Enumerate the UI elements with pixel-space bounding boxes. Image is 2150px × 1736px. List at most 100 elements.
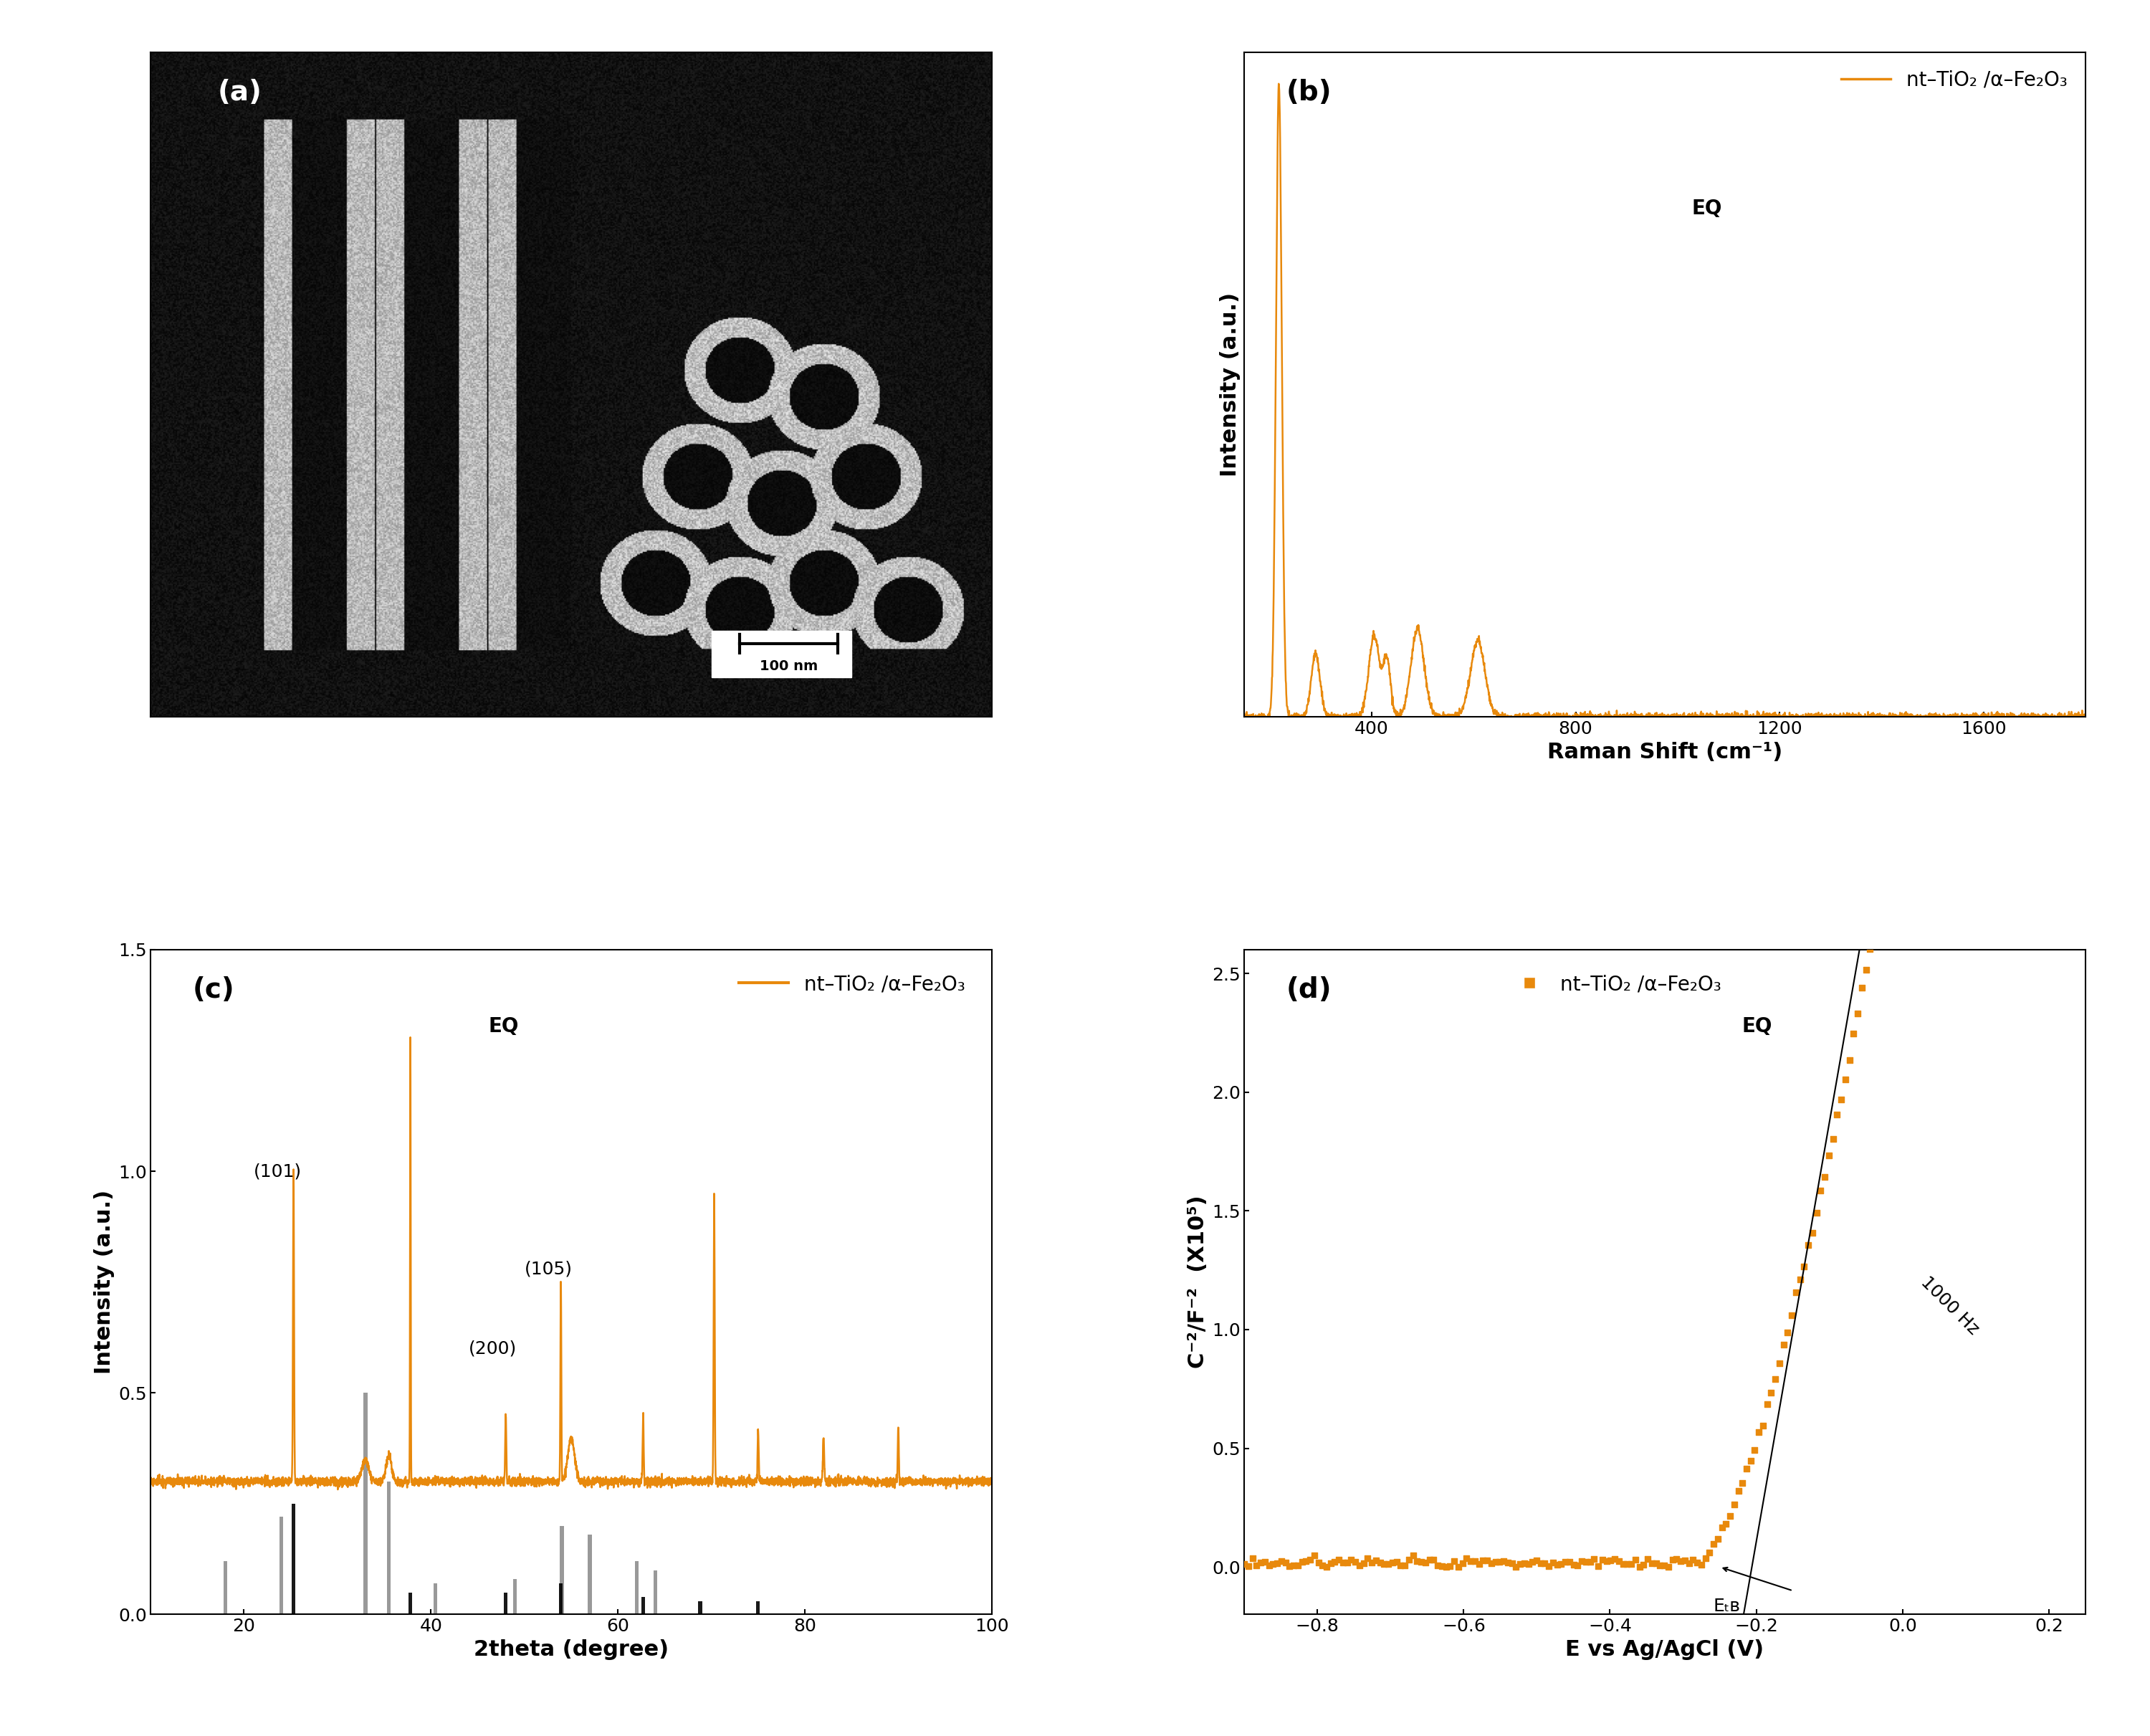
Point <box>1956 311 1991 339</box>
Text: (a): (a) <box>217 78 262 106</box>
Bar <box>559 1583 563 1614</box>
Point <box>1593 1547 1628 1575</box>
Point <box>1309 1554 1344 1581</box>
Point <box>1853 936 1888 963</box>
Point <box>1980 139 2015 167</box>
Point <box>1516 1549 1550 1576</box>
Point <box>1404 1549 1438 1576</box>
X-axis label: Raman Shift (cm⁻¹): Raman Shift (cm⁻¹) <box>1548 741 1782 762</box>
Point <box>1256 1550 1290 1578</box>
Point <box>1236 1545 1271 1573</box>
Point <box>1737 1436 1772 1463</box>
Point <box>1479 1547 1514 1575</box>
Point <box>1494 1550 1529 1578</box>
Legend: nt–TiO₂ /α–Fe₂O₃: nt–TiO₂ /α–Fe₂O₃ <box>1507 967 1729 1002</box>
Point <box>1881 771 1916 799</box>
Y-axis label: C⁻²/F⁻²  (X10⁵): C⁻²/F⁻² (X10⁵) <box>1187 1196 1208 1368</box>
Point <box>1301 1549 1335 1576</box>
Point <box>1557 1550 1591 1578</box>
Point <box>1873 819 1907 847</box>
Point <box>1382 1552 1417 1580</box>
Point <box>1475 1549 1509 1576</box>
Text: (b): (b) <box>1286 78 1331 106</box>
Point <box>1724 1469 1759 1496</box>
Point <box>1664 1547 1698 1575</box>
Point <box>1425 1552 1460 1580</box>
Point <box>1322 1547 1357 1575</box>
Point <box>1961 279 1995 307</box>
Point <box>1331 1549 1365 1576</box>
Point <box>1967 224 2002 252</box>
Text: EQ: EQ <box>488 1016 518 1036</box>
Point <box>1305 1552 1339 1580</box>
Point <box>1288 1547 1322 1575</box>
Point <box>1576 1545 1610 1573</box>
Point <box>1705 1514 1739 1542</box>
Point <box>1511 1550 1546 1578</box>
Point <box>1251 1552 1286 1580</box>
Point <box>1903 656 1937 684</box>
Point <box>1989 78 2023 106</box>
Point <box>1243 1549 1277 1576</box>
Legend: nt–TiO₂ /α–Fe₂O₃: nt–TiO₂ /α–Fe₂O₃ <box>1832 62 2075 97</box>
Point <box>1984 109 2019 137</box>
Text: (200): (200) <box>469 1340 516 1358</box>
Point <box>1722 1477 1757 1505</box>
Point <box>1228 1550 1262 1578</box>
Point <box>1574 1549 1608 1576</box>
Point <box>1692 1538 1726 1566</box>
Bar <box>503 1592 507 1614</box>
Point <box>1673 1549 1707 1576</box>
Point <box>1750 1391 1784 1418</box>
Point <box>1445 1550 1479 1578</box>
Point <box>1526 1550 1561 1578</box>
Point <box>1544 1550 1578 1578</box>
Point <box>1606 1550 1640 1578</box>
Bar <box>699 1601 703 1614</box>
Point <box>1327 1549 1361 1576</box>
Point <box>1769 1319 1804 1347</box>
Point <box>1890 726 1924 753</box>
Point <box>1520 1547 1554 1575</box>
Point <box>1922 523 1956 550</box>
Point <box>1471 1547 1505 1575</box>
Point <box>1238 1552 1273 1580</box>
Point <box>1767 1332 1802 1359</box>
Point <box>1894 700 1929 727</box>
Point <box>1260 1550 1294 1578</box>
Point <box>1660 1545 1694 1573</box>
Point <box>1391 1545 1425 1573</box>
Point <box>1247 1549 1281 1576</box>
Point <box>1898 679 1933 707</box>
Point <box>1849 957 1883 984</box>
Point <box>1787 1253 1821 1281</box>
Point <box>1421 1552 1456 1580</box>
Bar <box>641 1597 645 1614</box>
Point <box>1417 1547 1451 1575</box>
Point <box>1701 1524 1735 1552</box>
Point <box>1466 1547 1501 1575</box>
Point <box>1232 1552 1266 1580</box>
FancyBboxPatch shape <box>712 630 851 677</box>
Point <box>1548 1549 1582 1576</box>
Point <box>1679 1549 1714 1576</box>
Point <box>1432 1552 1466 1580</box>
Point <box>1963 253 1997 281</box>
Point <box>1688 1545 1722 1573</box>
Point <box>1619 1547 1653 1575</box>
Text: EQ: EQ <box>1742 1016 1772 1036</box>
Point <box>1380 1549 1415 1576</box>
Point <box>1948 365 1982 392</box>
Point <box>1926 503 1961 531</box>
Point <box>1696 1531 1731 1559</box>
Point <box>1836 1019 1870 1047</box>
Text: EQ: EQ <box>1692 198 1722 219</box>
Point <box>1774 1302 1808 1330</box>
Point <box>1503 1550 1537 1578</box>
Bar <box>280 1517 284 1614</box>
Y-axis label: Intensity (a.u.): Intensity (a.u.) <box>1219 292 1241 477</box>
Point <box>1911 597 1946 625</box>
Legend: nt–TiO₂ /α–Fe₂O₃: nt–TiO₂ /α–Fe₂O₃ <box>731 967 974 1002</box>
Point <box>1524 1549 1559 1576</box>
Point <box>1840 1000 1875 1028</box>
